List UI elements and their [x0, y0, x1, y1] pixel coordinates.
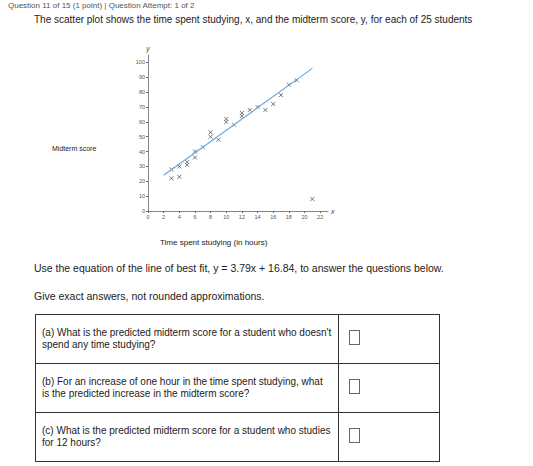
svg-text:0: 0: [146, 214, 149, 220]
svg-text:22: 22: [317, 214, 323, 220]
svg-text:x: x: [330, 208, 335, 215]
svg-text:80: 80: [139, 89, 145, 95]
svg-text:50: 50: [139, 134, 145, 140]
html-text:Use the equation of the line o: Use the equation of the line of best fit…: [34, 262, 444, 274]
svg-text:60: 60: [139, 119, 145, 125]
svg-text:20: 20: [139, 178, 145, 184]
html-text:(a) What is the predicted midt: (a) What is the predicted midterm score …: [42, 327, 332, 350]
svg-text:12: 12: [239, 214, 245, 220]
svg-text:10: 10: [139, 193, 145, 199]
html-text:The scatter plot shows the tim: The scatter plot shows the time spent st…: [34, 14, 473, 25]
svg-text:y: y: [145, 45, 150, 53]
html-text:(c) What is the predicted midt: (c) What is the predicted midterm score …: [42, 425, 331, 448]
svg-text:16: 16: [270, 214, 276, 220]
svg-text:18: 18: [286, 214, 292, 220]
html-text:Give exact answers, not rounde: Give exact answers, not rounded approxim…: [34, 290, 265, 302]
html-text:Question 11 of 15 (1 point) |: Question 11 of 15 (1 point) | Question A…: [8, 1, 195, 10]
html-text:Midterm score: Midterm score: [52, 145, 97, 152]
svg-text:20: 20: [301, 214, 307, 220]
svg-text:6: 6: [193, 214, 196, 220]
svg-text:2: 2: [162, 214, 165, 220]
svg-text:8: 8: [209, 214, 212, 220]
html-text:Time spent studying (in hours): Time spent studying (in hours): [160, 238, 268, 247]
svg-text:14: 14: [255, 214, 261, 220]
svg-text:90: 90: [139, 74, 145, 80]
html-text:(b) For an increase of one hou: (b) For an increase of one hour in the t…: [42, 376, 323, 399]
svg-text:30: 30: [139, 163, 145, 169]
svg-text:10: 10: [223, 214, 229, 220]
svg-text:0: 0: [142, 208, 145, 214]
svg-text:40: 40: [139, 149, 145, 155]
svg-text:70: 70: [139, 104, 145, 110]
svg-text:4: 4: [178, 214, 181, 220]
svg-text:100: 100: [136, 59, 145, 65]
